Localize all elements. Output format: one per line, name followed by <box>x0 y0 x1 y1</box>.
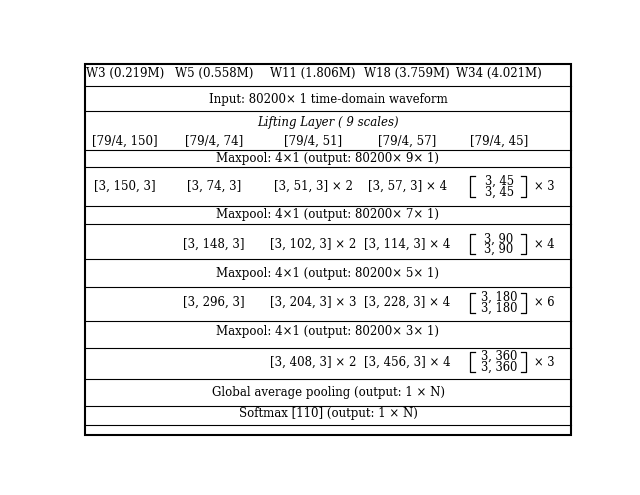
Text: 3, 45: 3, 45 <box>484 185 514 198</box>
Text: [3, 148, 3]: [3, 148, 3] <box>183 238 244 250</box>
Text: W18 (3.759M): W18 (3.759M) <box>365 67 450 80</box>
Text: [3, 102, 3] × 2: [3, 102, 3] × 2 <box>270 238 356 250</box>
Text: [3, 456, 3] × 4: [3, 456, 3] × 4 <box>364 355 451 368</box>
Text: 3, 180: 3, 180 <box>481 291 517 304</box>
Text: [79/4, 51]: [79/4, 51] <box>284 135 342 148</box>
Text: [79/4, 45]: [79/4, 45] <box>470 135 528 148</box>
Text: [79/4, 74]: [79/4, 74] <box>185 135 243 148</box>
Text: [3, 228, 3] × 4: [3, 228, 3] × 4 <box>364 296 451 309</box>
Text: 3, 360: 3, 360 <box>481 350 517 363</box>
Text: Maxpool: 4×1 (output: 80200× 9× 1): Maxpool: 4×1 (output: 80200× 9× 1) <box>216 152 440 165</box>
Text: Maxpool: 4×1 (output: 80200× 7× 1): Maxpool: 4×1 (output: 80200× 7× 1) <box>216 208 440 221</box>
Text: [3, 74, 3]: [3, 74, 3] <box>187 180 241 193</box>
Text: W34 (4.021M): W34 (4.021M) <box>456 67 542 80</box>
Text: W3 (0.219M): W3 (0.219M) <box>86 67 164 80</box>
Text: W11 (1.806M): W11 (1.806M) <box>270 67 356 80</box>
Text: [3, 57, 3] × 4: [3, 57, 3] × 4 <box>368 180 447 193</box>
Text: W5 (0.558M): W5 (0.558M) <box>175 67 253 80</box>
Text: 3, 360: 3, 360 <box>481 361 517 374</box>
Text: [3, 150, 3]: [3, 150, 3] <box>94 180 156 193</box>
Text: Global average pooling (output: 1 × N): Global average pooling (output: 1 × N) <box>211 386 445 398</box>
Text: 3, 90: 3, 90 <box>484 232 514 246</box>
Text: Softmax [110] (output: 1 × N): Softmax [110] (output: 1 × N) <box>239 407 417 420</box>
Text: [3, 296, 3]: [3, 296, 3] <box>183 296 244 309</box>
Text: Input: 80200× 1 time-domain waveform: Input: 80200× 1 time-domain waveform <box>209 93 447 106</box>
Text: × 4: × 4 <box>534 238 555 250</box>
Text: [3, 51, 3] × 2: [3, 51, 3] × 2 <box>274 180 353 193</box>
Text: 3, 90: 3, 90 <box>484 243 514 256</box>
Text: [3, 114, 3] × 4: [3, 114, 3] × 4 <box>364 238 451 250</box>
Text: [79/4, 57]: [79/4, 57] <box>378 135 436 148</box>
Text: × 3: × 3 <box>534 180 555 193</box>
Text: × 3: × 3 <box>534 355 555 368</box>
Text: Lifting Layer ( 9 scales): Lifting Layer ( 9 scales) <box>257 116 399 129</box>
Text: 3, 180: 3, 180 <box>481 301 517 314</box>
Text: [79/4, 150]: [79/4, 150] <box>92 135 157 148</box>
Text: × 6: × 6 <box>534 296 555 309</box>
Text: 3, 45: 3, 45 <box>484 175 514 188</box>
Text: Maxpool: 4×1 (output: 80200× 3× 1): Maxpool: 4×1 (output: 80200× 3× 1) <box>216 326 440 339</box>
Text: [3, 204, 3] × 3: [3, 204, 3] × 3 <box>270 296 356 309</box>
Text: [3, 408, 3] × 2: [3, 408, 3] × 2 <box>270 355 356 368</box>
Text: Maxpool: 4×1 (output: 80200× 5× 1): Maxpool: 4×1 (output: 80200× 5× 1) <box>216 267 440 280</box>
